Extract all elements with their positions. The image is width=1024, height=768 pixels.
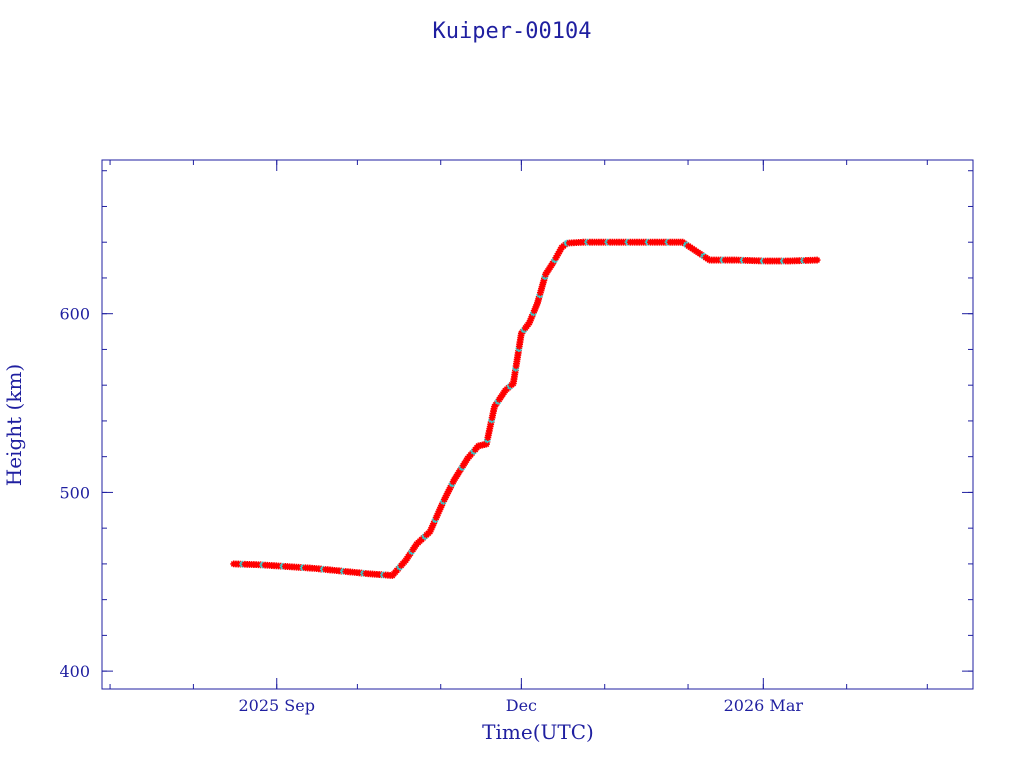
data-point-marker [438,501,446,509]
data-point-marker [529,311,537,319]
data-point [533,301,541,309]
data-point [530,309,537,317]
data-point-marker [530,307,538,315]
x-tick-label: 2025 Sep [238,696,314,715]
y-tick-label: 400 [59,662,90,681]
data-point [438,501,446,509]
data-point [436,506,444,513]
data-point [530,307,538,315]
data-point-marker [530,309,537,317]
x-tick-label: Dec [506,696,537,715]
data-point-marker [528,313,536,321]
plot-frame [101,159,974,690]
data-point-marker [526,317,534,325]
chart-title: Kuiper-00104 [433,19,592,44]
data-point [431,516,439,523]
data-series [230,238,821,579]
data-point [529,311,537,319]
data-point-marker [433,512,441,519]
data-point-marker [531,305,539,313]
y-tick-label: 500 [59,483,90,502]
y-tick-label: 600 [59,305,90,324]
axis-ticks [102,160,973,689]
data-point [433,512,441,519]
x-tick-label: 2026 Mar [724,696,804,715]
data-point-marker [431,516,439,523]
x-axis-label: Time(UTC) [482,720,594,744]
tick-labels: 2025 Sep Dec 2026 Mar 400 500 600 [59,305,803,715]
data-point-marker [533,301,541,309]
data-point [526,317,534,325]
data-point [531,305,539,313]
plot-frame-border [101,159,974,690]
data-point [813,256,821,264]
data-point-marker [436,506,444,513]
data-point-marker [813,256,821,264]
data-point [528,313,536,321]
y-axis-label: Height (km) [2,364,26,486]
